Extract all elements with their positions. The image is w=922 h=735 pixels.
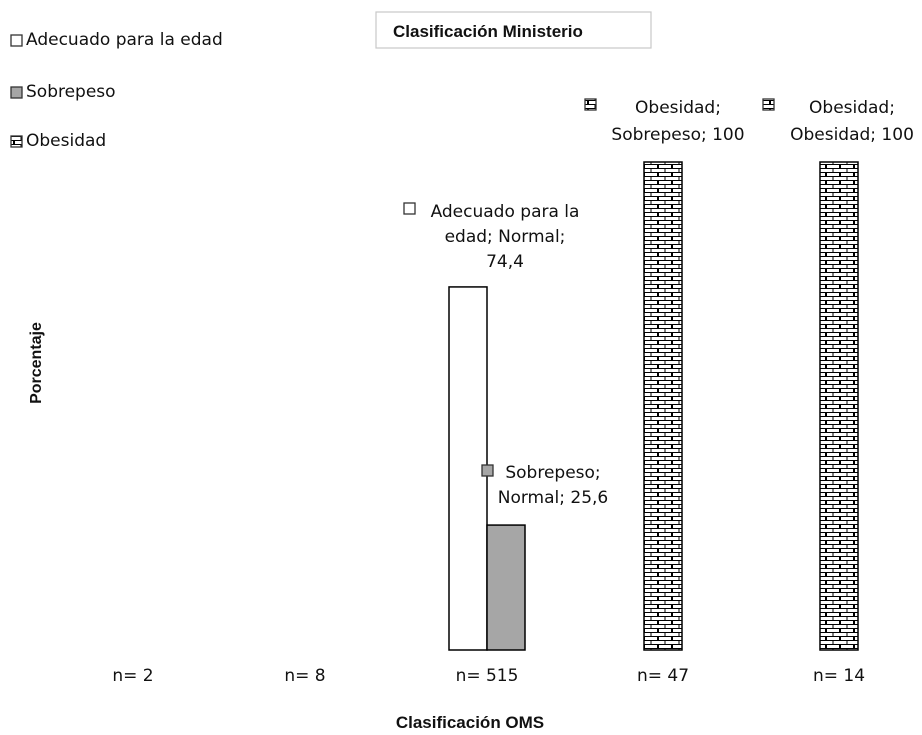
x-tick-label: n= 515 bbox=[456, 666, 519, 686]
data-label-1: Sobrepeso; Normal; 25,6 bbox=[481, 463, 609, 508]
data-label-text: Adecuado para la bbox=[431, 202, 580, 222]
bar-sobrepeso-2 bbox=[486, 524, 526, 651]
data-label-text: Sobrepeso; 100 bbox=[611, 125, 744, 145]
legend: Adecuado para la edad Sobrepeso Obesidad bbox=[10, 30, 223, 151]
legend-item-0: Adecuado para la edad bbox=[10, 30, 223, 50]
x-tick-label: n= 8 bbox=[284, 666, 325, 686]
data-label-3: Obesidad; Obesidad; 100 bbox=[762, 98, 914, 145]
legend-item-1: Sobrepeso bbox=[10, 82, 116, 102]
data-label-text: Obesidad; bbox=[809, 98, 895, 118]
data-label-text: Normal; 25,6 bbox=[498, 488, 609, 508]
bars bbox=[448, 161, 859, 651]
bar-obesidad-4 bbox=[819, 161, 859, 651]
legend-item-2: Obesidad bbox=[10, 131, 106, 151]
data-label-text: Obesidad; bbox=[635, 98, 721, 118]
y-axis-title: Porcentaje bbox=[28, 322, 45, 404]
bar-obesidad-3 bbox=[643, 161, 683, 651]
data-label-marker bbox=[584, 98, 597, 111]
legend-swatch bbox=[10, 34, 23, 47]
x-tick-label: n= 14 bbox=[813, 666, 865, 686]
data-label-text: edad; Normal; bbox=[445, 227, 566, 247]
x-axis-tick-labels: n= 2 n= 8 n= 515 n= 47 n= 14 bbox=[112, 666, 865, 686]
legend-swatch bbox=[10, 135, 23, 148]
data-label-marker bbox=[403, 202, 416, 215]
x-tick-label: n= 47 bbox=[637, 666, 689, 686]
data-label-0: Adecuado para la edad; Normal; 74,4 bbox=[403, 202, 580, 272]
chart-title: Clasificación Ministerio bbox=[375, 11, 652, 49]
data-label-marker bbox=[481, 464, 494, 477]
data-label-2: Obesidad; Sobrepeso; 100 bbox=[584, 98, 745, 145]
chart-title-text: Clasificación Ministerio bbox=[393, 22, 583, 41]
data-label-marker bbox=[762, 98, 775, 111]
legend-label: Obesidad bbox=[26, 131, 106, 151]
data-label-text: Obesidad; 100 bbox=[790, 125, 914, 145]
data-label-text: Sobrepeso; bbox=[505, 463, 600, 483]
data-label-text: 74,4 bbox=[486, 252, 524, 272]
x-tick-label: n= 2 bbox=[112, 666, 153, 686]
x-axis-title: Clasificación OMS bbox=[396, 713, 544, 732]
legend-label: Sobrepeso bbox=[26, 82, 116, 102]
data-labels: Adecuado para la edad; Normal; 74,4 Sobrepe… bbox=[403, 98, 914, 508]
bar-adecuado-para-la-edad-2 bbox=[448, 286, 488, 651]
legend-swatch bbox=[10, 86, 23, 99]
legend-label: Adecuado para la edad bbox=[26, 30, 223, 50]
